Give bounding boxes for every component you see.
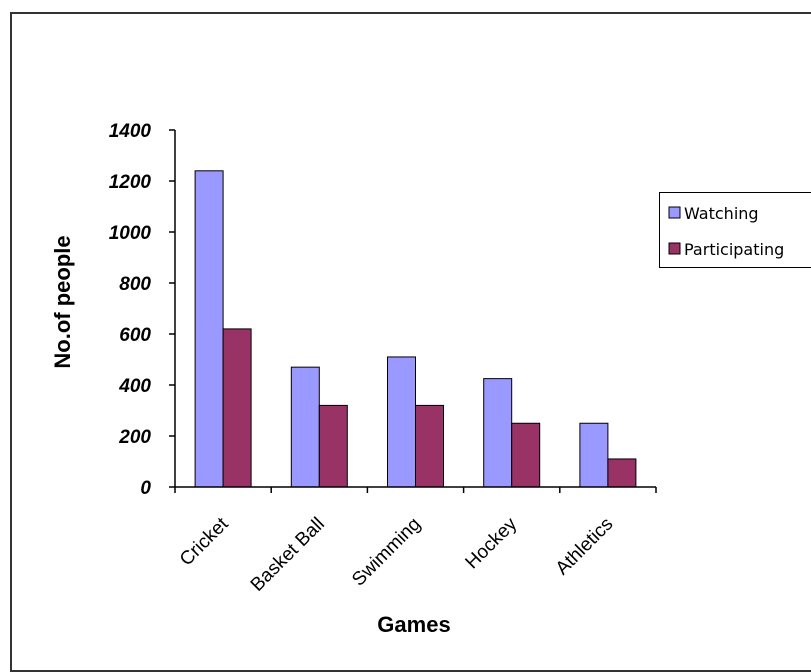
legend: Watching Participating bbox=[659, 192, 811, 268]
x-tick-label: Hockey bbox=[462, 513, 522, 573]
legend-label-watching: Watching bbox=[684, 204, 759, 223]
bar-watching-cricket bbox=[194, 170, 224, 488]
bar-watching-swimming bbox=[387, 356, 416, 488]
bar-participating-hockey bbox=[511, 422, 541, 488]
x-tick-label: Cricket bbox=[176, 513, 233, 570]
legend-label-participating: Participating bbox=[684, 240, 784, 259]
y-axis-title: No.of people bbox=[50, 235, 75, 368]
y-tick-label: 1000 bbox=[109, 223, 152, 244]
legend-swatch-watching bbox=[668, 206, 681, 219]
y-tick-label: 800 bbox=[119, 274, 151, 295]
y-tick-label: 400 bbox=[118, 376, 151, 397]
bar-watching-basket-ball bbox=[290, 366, 320, 488]
x-axis-title: Games bbox=[377, 612, 450, 637]
y-ticks-group: 0 200 400 600 800 1000 1200 1400 bbox=[109, 121, 175, 499]
legend-items: Watching Participating bbox=[668, 204, 784, 259]
x-tick-label: Basket Ball bbox=[247, 514, 329, 596]
legend-swatch-participating bbox=[668, 242, 681, 255]
bar-participating-basket-ball bbox=[318, 404, 348, 488]
y-tick-label: 200 bbox=[118, 427, 151, 448]
x-tick-label: Swimming bbox=[348, 514, 425, 591]
bar-participating-cricket bbox=[222, 328, 252, 488]
bar-participating-athletics bbox=[607, 458, 637, 488]
x-ticks-group: Cricket Basket Ball Swimming Hockey Athletic… bbox=[174, 487, 657, 596]
legend-svg: Watching Participating bbox=[668, 204, 784, 259]
bar-participating-swimming bbox=[415, 404, 444, 488]
bar-chart: 0 200 400 600 800 1000 1200 1400 Cricket Basket … bbox=[50, 121, 657, 637]
bars-group bbox=[194, 170, 637, 488]
bar-watching-athletics bbox=[579, 422, 609, 488]
axes-group bbox=[174, 130, 656, 488]
chart-frame bbox=[10, 12, 811, 672]
y-tick-label: 600 bbox=[119, 325, 151, 346]
y-tick-label: 1200 bbox=[109, 172, 152, 193]
x-tick-label: Athletics bbox=[552, 514, 618, 580]
bar-watching-hockey bbox=[483, 378, 513, 488]
y-tick-label: 1400 bbox=[109, 121, 152, 142]
y-tick-label: 0 bbox=[140, 478, 151, 499]
